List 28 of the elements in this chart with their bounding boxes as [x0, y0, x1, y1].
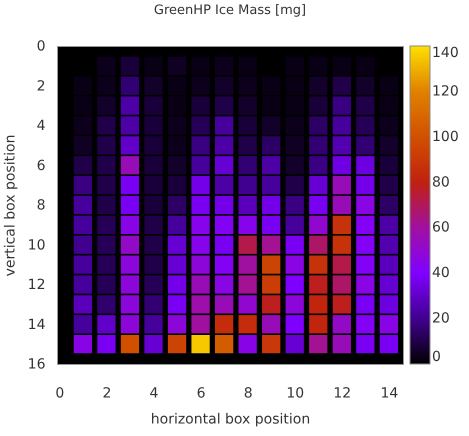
- x-tick-label: 10: [286, 386, 304, 402]
- x-tick-label: 6: [196, 386, 206, 402]
- y-tick-label: 6: [36, 158, 46, 174]
- y-axis-title: vertical box position: [2, 134, 19, 276]
- color-bar-label: 80: [432, 174, 450, 190]
- y-tick-label: 4: [36, 118, 46, 134]
- x-tick-label: 8: [244, 386, 253, 402]
- color-bar-label: 0: [432, 349, 441, 365]
- x-tick-label: 14: [380, 386, 398, 402]
- y-tick-label: 0: [36, 38, 46, 54]
- x-tick-label: 2: [102, 386, 112, 402]
- y-tick-label: 12: [28, 277, 46, 293]
- color-bar-label: 100: [432, 128, 459, 145]
- color-bar-label: 20: [432, 310, 450, 327]
- y-tick-label: 10: [28, 237, 46, 254]
- x-tick-label: 12: [333, 386, 352, 402]
- color-bar-label: 60: [432, 220, 450, 236]
- y-tick-label: 8: [36, 198, 46, 214]
- y-tick-label: 2: [36, 78, 46, 94]
- y-tick-label: 16: [28, 356, 46, 372]
- color-bar-label: 140: [432, 45, 459, 61]
- color-bar-label: 40: [432, 265, 450, 282]
- x-tick-label: 4: [150, 386, 159, 402]
- chart-title: GreenHP Ice Mass [mg]: [154, 3, 306, 18]
- y-tick-label: 14: [28, 316, 46, 333]
- color-bar-label: 120: [432, 83, 459, 100]
- x-tick-label: 0: [55, 386, 64, 402]
- x-axis-title: horizontal box position: [150, 412, 310, 428]
